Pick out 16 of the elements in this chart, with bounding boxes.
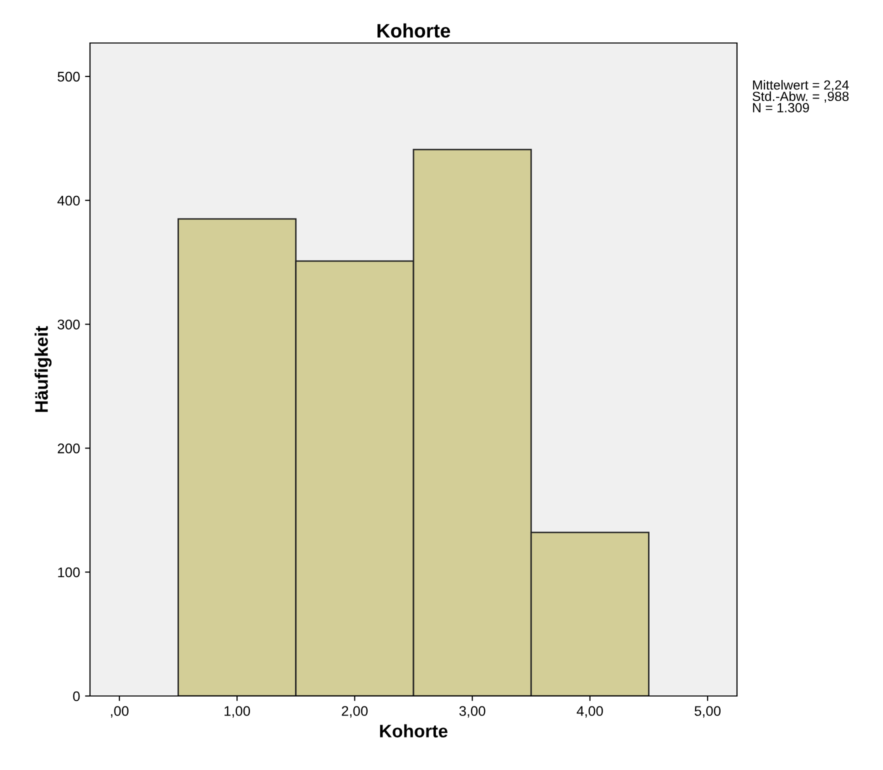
y-tick-label: 500 xyxy=(58,72,80,82)
y-tick-label: 200 xyxy=(58,444,80,454)
x-tick-label: 4,00 xyxy=(576,706,603,718)
y-tick-label: 400 xyxy=(57,196,80,206)
x-tick-label: 5,00 xyxy=(694,706,721,718)
y-tick-label: 100 xyxy=(58,567,80,578)
x-tick-label: 3,00 xyxy=(459,706,486,718)
x-tick-label: 2,00 xyxy=(342,706,368,718)
x-tick-label: ,00 xyxy=(111,706,129,718)
x-tick-label: 1,00 xyxy=(224,706,250,718)
x-axis-title: Kohorte xyxy=(380,724,448,738)
y-tick-label: 0 xyxy=(73,691,80,702)
chart-title: Kohorte xyxy=(378,23,450,38)
text: Mittelwert = 2,24 Std.-Abw. = ,988 N = 1.309 xyxy=(752,80,849,112)
y-tick-label: 300 xyxy=(58,320,80,330)
y-axis-title: Häufigkeit xyxy=(34,326,52,412)
